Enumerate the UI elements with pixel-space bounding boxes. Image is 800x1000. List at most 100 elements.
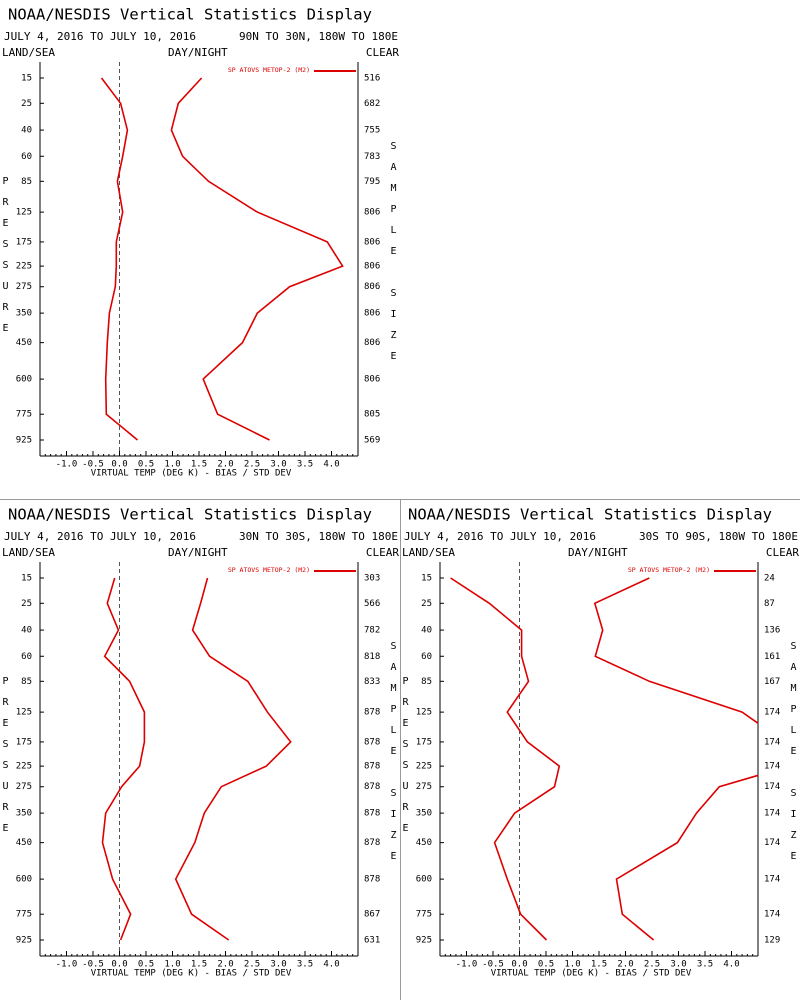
sample-size-label: 806 [364, 338, 380, 348]
x-tick-label: 2.0 [617, 960, 633, 970]
y-tick-label: 175 [16, 237, 32, 247]
series-line [593, 577, 758, 941]
sample-size-label: 129 [764, 936, 780, 946]
x-tick-label: -0.5 [82, 960, 104, 970]
y-tick-label: 25 [21, 99, 32, 109]
x-tick-label: 1.5 [591, 960, 607, 970]
sample-size-label: 755 [364, 126, 380, 136]
x-tick-label: 3.0 [270, 960, 286, 970]
sample-size-label: 631 [364, 936, 380, 946]
y-tick-label: 225 [16, 762, 32, 772]
sample-size-label: 878 [364, 737, 380, 747]
y-tick-label: 925 [16, 436, 32, 446]
panel: -1.0 -0.5 0.0 0.5 1.0 1.5 2.0 2.5 3.0 3.5 4.0 VIRTU… [0, 6, 399, 479]
date-range: JULY 4, 2016 TO JULY 10, 2016 [404, 530, 596, 543]
x-tick-label: 2.5 [644, 960, 660, 970]
legend-label: SP ATOVS METOP-2 (M2) [228, 566, 310, 574]
y2-axis-label: SAMPLE SIZE [788, 641, 799, 872]
time-of-day: DAY/NIGHT [168, 546, 228, 559]
sky: CLEAR [366, 546, 399, 559]
y-axis-label: PRESSURE [0, 676, 11, 844]
x-tick-label: 1.5 [191, 460, 207, 470]
sample-size-label: 174 [764, 838, 780, 848]
y-tick-label: 60 [21, 652, 32, 662]
y-tick-label: 450 [16, 338, 32, 348]
sky: CLEAR [366, 46, 399, 59]
y-tick-label: 600 [16, 875, 32, 885]
sample-size-label: 566 [364, 599, 380, 609]
y-axis-label: PRESSURE [400, 676, 411, 844]
sample-size-label: 516 [364, 74, 380, 84]
series-line [170, 77, 344, 441]
y-tick-label: 125 [16, 708, 32, 718]
series-line [100, 77, 139, 441]
x-tick-label: 2.5 [244, 960, 260, 970]
surface: LAND/SEA [402, 546, 455, 559]
chart-title: NOAA/NESDIS Vertical Statistics Display [8, 506, 372, 524]
x-axis-label: VIRTUAL TEMP (DEG K) - BIAS / STD DEV [91, 469, 292, 479]
sample-size-label: 878 [364, 782, 380, 792]
x-axis-label: VIRTUAL TEMP (DEG K) - BIAS / STD DEV [91, 969, 292, 979]
region: 30S TO 90S, 180W TO 180E [639, 530, 798, 543]
sample-size-label: 867 [364, 910, 380, 920]
y-tick-label: 275 [16, 282, 32, 292]
x-tick-label: 4.0 [323, 460, 339, 470]
sample-size-label: 806 [364, 282, 380, 292]
y-tick-label: 450 [416, 838, 432, 848]
time-of-day: DAY/NIGHT [568, 546, 628, 559]
x-tick-label: 0.5 [138, 460, 154, 470]
sample-size-label: 806 [364, 309, 380, 319]
y-axis-label: PRESSURE [0, 176, 11, 344]
x-tick-label: -0.5 [82, 460, 104, 470]
sample-size-label: 805 [364, 410, 380, 420]
surface: LAND/SEA [2, 546, 55, 559]
sample-size-label: 136 [764, 626, 780, 636]
y-tick-label: 275 [416, 782, 432, 792]
y-tick-label: 350 [16, 809, 32, 819]
sample-size-label: 878 [364, 875, 380, 885]
y-tick-label: 85 [21, 177, 32, 187]
sample-size-label: 878 [364, 762, 380, 772]
y-tick-label: 775 [16, 410, 32, 420]
y-tick-label: 25 [421, 599, 432, 609]
sample-size-label: 174 [764, 782, 780, 792]
y-tick-label: 15 [21, 74, 32, 84]
sample-size-label: 174 [764, 762, 780, 772]
y-tick-label: 25 [21, 599, 32, 609]
surface: LAND/SEA [2, 46, 55, 59]
x-tick-label: 1.0 [564, 960, 580, 970]
sample-size-label: 682 [364, 99, 380, 109]
x-tick-label: 0.5 [138, 960, 154, 970]
x-tick-label: 4.0 [323, 960, 339, 970]
x-tick-label: 0.0 [111, 460, 127, 470]
sample-size-label: 569 [364, 436, 380, 446]
y-tick-label: 350 [16, 309, 32, 319]
legend-label: SP ATOVS METOP-2 (M2) [628, 566, 710, 574]
sample-size-label: 818 [364, 652, 380, 662]
y-tick-label: 225 [416, 762, 432, 772]
x-tick-label: -1.0 [56, 460, 78, 470]
x-tick-label: 0.5 [538, 960, 554, 970]
y-tick-label: 15 [21, 574, 32, 584]
sample-size-label: 87 [764, 599, 775, 609]
y-tick-label: 175 [416, 737, 432, 747]
x-tick-label: 0.0 [111, 960, 127, 970]
y-tick-label: 225 [16, 262, 32, 272]
x-tick-label: 4.0 [723, 960, 739, 970]
sample-size-label: 161 [764, 652, 780, 662]
sample-size-label: 24 [764, 574, 775, 584]
x-tick-label: -0.5 [482, 960, 504, 970]
sample-size-label: 174 [764, 809, 780, 819]
chart-title: NOAA/NESDIS Vertical Statistics Display [8, 6, 372, 24]
sample-size-label: 878 [364, 809, 380, 819]
sample-size-label: 806 [364, 208, 380, 218]
series-line [450, 577, 561, 941]
sample-size-label: 878 [364, 838, 380, 848]
x-tick-label: 3.0 [270, 460, 286, 470]
y-tick-label: 775 [416, 910, 432, 920]
y-tick-label: 600 [416, 875, 432, 885]
y-tick-label: 175 [16, 737, 32, 747]
y-tick-label: 15 [421, 574, 432, 584]
time-of-day: DAY/NIGHT [168, 46, 228, 59]
